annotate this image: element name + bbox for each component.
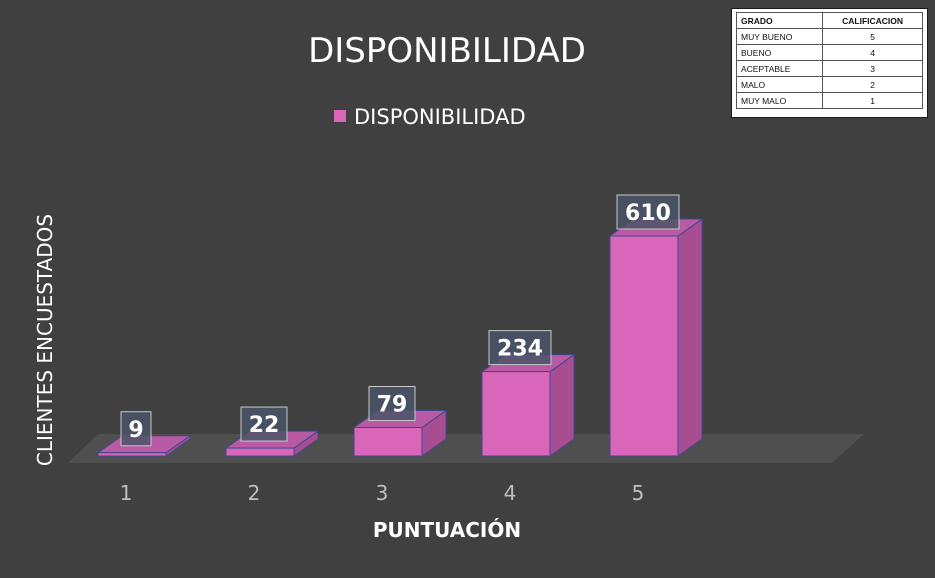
data-label: 79 — [377, 393, 408, 418]
table-row: MUY MALO 1 — [735, 92, 923, 109]
score-column-header: CALIFICACION — [822, 12, 923, 29]
grade-column-header: GRADO — [735, 12, 824, 29]
bars-layer: 9 22 79 234 610 — [96, 194, 704, 457]
x-axis-title: PUNTUACIÓN — [373, 518, 521, 542]
bar — [609, 235, 679, 457]
grade-legend-table: GRADO CALIFICACION MUY BUENO 5 BUENO 4 A… — [731, 8, 928, 118]
bar-group: 234 — [480, 330, 576, 457]
bar-group: 9 — [96, 411, 192, 457]
bar-group: 610 — [608, 194, 704, 457]
table-row: MUY BUENO 5 — [735, 28, 923, 45]
score-cell: 2 — [822, 76, 923, 93]
bar-group: 22 — [224, 406, 320, 457]
grade-cell: ACEPTABLE — [735, 60, 824, 77]
bar — [225, 447, 295, 457]
legend-swatch — [334, 110, 346, 122]
data-label: 22 — [249, 413, 280, 438]
grade-cell: MUY BUENO — [735, 28, 824, 45]
grade-cell: MALO — [735, 76, 824, 93]
x-tick-labels: 1 2 3 4 5 — [120, 481, 645, 505]
data-label: 610 — [625, 201, 671, 226]
x-tick-label: 4 — [504, 481, 517, 505]
bar — [97, 452, 167, 457]
data-label-box — [616, 194, 680, 230]
grade-cell: MUY MALO — [735, 92, 824, 109]
grade-table-header-row: GRADO CALIFICACION — [735, 12, 923, 29]
bar-side — [549, 353, 575, 457]
bar — [481, 371, 551, 457]
score-cell: 3 — [822, 60, 923, 77]
table-row: ACEPTABLE 3 — [735, 60, 923, 77]
table-row: BUENO 4 — [735, 44, 923, 61]
data-label-box — [120, 411, 152, 447]
score-cell: 1 — [822, 92, 923, 109]
score-cell: 5 — [822, 28, 923, 45]
data-label-box — [488, 330, 552, 366]
data-label: 234 — [497, 337, 543, 362]
grade-table: GRADO CALIFICACION MUY BUENO 5 BUENO 4 A… — [735, 12, 923, 109]
table-row: MALO 2 — [735, 76, 923, 93]
grade-cell: BUENO — [735, 44, 824, 61]
data-label-box — [240, 406, 288, 442]
x-tick-label: 3 — [376, 481, 389, 505]
x-tick-label: 5 — [632, 481, 645, 505]
bar — [353, 427, 423, 457]
chart-title: DISPONIBILIDAD — [308, 31, 586, 71]
x-tick-label: 1 — [120, 481, 133, 505]
y-axis-title: CLIENTES ENCUESTADOS — [33, 214, 57, 466]
data-label: 9 — [128, 418, 143, 443]
data-label-box — [368, 386, 416, 422]
bar-group: 79 — [352, 386, 448, 457]
x-tick-label: 2 — [248, 481, 261, 505]
bar-side — [677, 218, 703, 457]
legend-label: DISPONIBILIDAD — [354, 105, 526, 129]
score-cell: 4 — [822, 44, 923, 61]
